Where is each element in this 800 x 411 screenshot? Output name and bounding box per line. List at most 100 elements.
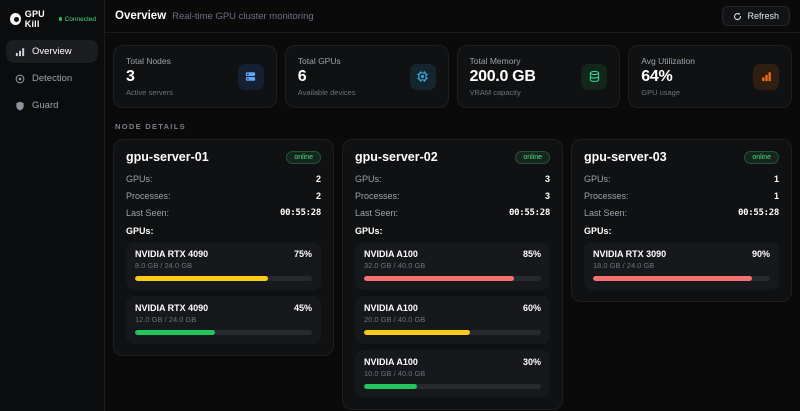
gpu-usage-bar [364, 276, 541, 281]
node-last-seen-row: Last Seen: 00:55:28 [126, 207, 321, 218]
stat-value: 64% [641, 68, 673, 85]
status-badge: online [286, 150, 321, 164]
chip-icon [409, 63, 436, 90]
logo-row: GPU Kill Connected [6, 7, 98, 40]
node-card-gpu-server-02: gpu-server-02 online GPUs: 3 Processes: 3 … [342, 139, 563, 410]
stat-card-total-memory: Total Memory 200.0 GB VRAM capacity [456, 45, 621, 108]
node-last-seen-row: Last Seen: 00:55:28 [584, 207, 779, 218]
stat-value: 3 [126, 68, 135, 85]
gpu-row: NVIDIA A100 30% 10.0 GB / 40.0 GB [355, 350, 550, 398]
gpu-utilization: 45% [293, 303, 312, 313]
shield-icon [16, 101, 24, 110]
topbar: Overview Real-time GPU cluster monitorin… [105, 0, 800, 33]
gpu-memory: 8.0 GB / 24.0 GB [135, 261, 193, 270]
stat-card-avg-utilization: Avg Utilization 64% GPU usage [628, 45, 792, 108]
gpu-usage-bar [135, 330, 312, 335]
gpu-utilization: 30% [522, 357, 541, 367]
connection-label: Connected [64, 15, 96, 23]
connected-dot-icon [58, 17, 63, 21]
stat-sublabel: Available devices [297, 88, 356, 97]
gpu-row: NVIDIA A100 60% 20.0 GB / 40.0 GB [355, 296, 550, 344]
node-last-seen-row: Last Seen: 00:55:28 [355, 207, 550, 218]
sidebar-item-label: Guard [32, 100, 59, 111]
content: Total Nodes 3 Active servers Total GPUs … [105, 33, 800, 411]
node-processes-row: Processes: 1 [584, 190, 779, 201]
node-card-gpu-server-01: gpu-server-01 online GPUs: 2 Processes: 2 … [113, 139, 334, 356]
gpu-row: NVIDIA RTX 3090 90% 18.0 GB / 24.0 GB [584, 242, 779, 290]
node-gpus-row: GPUs: 1 [584, 173, 779, 184]
sidebar-item-detection[interactable]: Detection [6, 67, 98, 90]
gpu-name: NVIDIA A100 [364, 357, 418, 367]
gpu-utilization: 90% [751, 249, 770, 259]
gpu-name: NVIDIA A100 [364, 249, 418, 259]
page-title: Overview [115, 10, 167, 22]
node-name: gpu-server-02 [355, 150, 438, 164]
gpu-memory: 20.0 GB / 40.0 GB [364, 315, 426, 324]
database-icon [581, 63, 608, 90]
stat-label: Total GPUs [297, 56, 341, 66]
page-heading: Overview Real-time GPU cluster monitorin… [115, 10, 314, 22]
gpu-list-label: GPUs: [584, 226, 612, 236]
stat-sublabel: GPU usage [641, 88, 681, 97]
gpu-utilization: 85% [522, 249, 541, 259]
stat-card-total-nodes: Total Nodes 3 Active servers [113, 45, 277, 108]
gpu-usage-bar [135, 276, 312, 281]
stat-label: Total Memory [469, 56, 521, 66]
node-name: gpu-server-01 [126, 150, 209, 164]
gpu-name: NVIDIA RTX 3090 [593, 249, 667, 259]
node-gpus-row: GPUs: 2 [126, 173, 321, 184]
gpu-memory: 10.0 GB / 40.0 GB [364, 369, 426, 378]
refresh-button[interactable]: Refresh [722, 6, 790, 26]
gpu-list-label: GPUs: [355, 226, 383, 236]
sidebar-item-label: Overview [32, 46, 72, 57]
node-processes-row: Processes: 2 [126, 190, 321, 201]
app-name: GPU Kill [24, 9, 45, 29]
sidebar-item-guard[interactable]: Guard [6, 94, 98, 117]
stat-sublabel: VRAM capacity [469, 88, 521, 97]
gpu-memory: 18.0 GB / 24.0 GB [593, 261, 655, 270]
gpu-usage-bar [364, 330, 541, 335]
gpu-row: NVIDIA RTX 4090 75% 8.0 GB / 24.0 GB [126, 242, 321, 290]
refresh-icon [734, 12, 742, 20]
radar-icon [15, 74, 25, 83]
status-badge: online [515, 150, 550, 164]
node-processes-row: Processes: 3 [355, 190, 550, 201]
server-icon [237, 63, 264, 90]
stat-label: Total Nodes [126, 56, 171, 66]
node-gpus-row: GPUs: 3 [355, 173, 550, 184]
stat-value: 200.0 GB [469, 68, 536, 85]
stat-value: 6 [297, 68, 307, 85]
bar-chart-icon [15, 47, 25, 56]
gpu-name: NVIDIA RTX 4090 [135, 249, 209, 259]
refresh-label: Refresh [747, 11, 779, 21]
stat-sublabel: Active servers [126, 88, 174, 97]
gpu-name: NVIDIA RTX 4090 [135, 303, 209, 313]
gpu-memory: 12.0 GB / 24.0 GB [135, 315, 197, 324]
status-badge: online [744, 150, 779, 164]
connection-status: Connected [58, 15, 96, 23]
gpu-utilization: 60% [522, 303, 541, 313]
sidebar: GPU Kill Connected Overview Detection Gu… [0, 0, 105, 411]
stat-label: Avg Utilization [641, 56, 695, 66]
gpu-name: NVIDIA A100 [364, 303, 418, 313]
logo-icon [10, 13, 21, 25]
page-subtitle: Real-time GPU cluster monitoring [172, 11, 314, 22]
gpu-utilization: 75% [293, 249, 312, 259]
sidebar-item-label: Detection [32, 73, 73, 84]
gpu-list-label: GPUs: [126, 226, 154, 236]
stat-card-total-gpus: Total GPUs 6 Available devices [284, 45, 449, 108]
main-area: Overview Real-time GPU cluster monitorin… [105, 0, 800, 411]
gpu-row: NVIDIA RTX 4090 45% 12.0 GB / 24.0 GB [126, 296, 321, 344]
gpu-memory: 32.0 GB / 40.0 GB [364, 261, 426, 270]
node-card-gpu-server-03: gpu-server-03 online GPUs: 1 Processes: 1 … [571, 139, 792, 302]
node-name: gpu-server-03 [584, 150, 667, 164]
gpu-usage-bar [364, 384, 541, 389]
bar-chart-icon [753, 63, 779, 90]
nodes-grid: gpu-server-01 online GPUs: 2 Processes: 2 … [113, 139, 792, 410]
stats-grid: Total Nodes 3 Active servers Total GPUs … [113, 45, 792, 108]
gpu-row: NVIDIA A100 85% 32.0 GB / 40.0 GB [355, 242, 550, 290]
app-logo: GPU Kill [10, 9, 59, 29]
sidebar-item-overview[interactable]: Overview [6, 40, 98, 63]
gpu-usage-bar [593, 276, 770, 281]
